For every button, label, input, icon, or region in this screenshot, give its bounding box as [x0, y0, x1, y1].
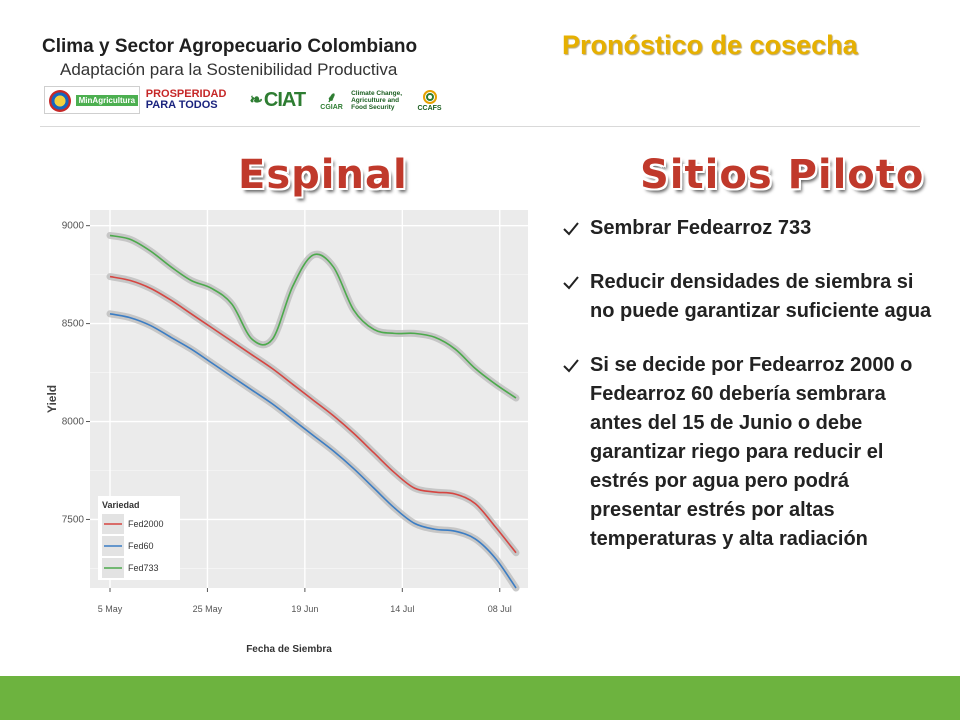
y-tick-label: 8000	[62, 417, 85, 428]
x-axis-label: Fecha de Siembra	[246, 644, 332, 655]
ccafs-swirl-icon	[422, 89, 437, 104]
checkmark-icon	[563, 359, 579, 373]
yield-chart-svg: 7500 8000 8500 9000 5 May 25 May 19 Jun 14 Jul 0…	[45, 210, 528, 655]
legend-label: Fed2000	[128, 519, 164, 529]
ciat-leaf-icon: ❧	[249, 92, 262, 109]
legend-title: Variedad	[102, 500, 140, 510]
checkmark-icon	[563, 222, 579, 236]
colombia-seal-icon	[49, 90, 71, 112]
yield-chart: 7500 8000 8500 9000 5 May 25 May 19 Jun 14 Jul 0…	[42, 200, 542, 660]
cgiar-wheat-icon: ⸙	[326, 88, 337, 105]
ccafs-logo-text: CCAFS	[417, 104, 442, 112]
ccafs-program-text: Climate Change, Agriculture and Food Sec…	[351, 89, 403, 111]
prosperidad-logo-line1: PROSPERIDAD	[145, 88, 227, 100]
header-title: Clima y Sector Agropecuario Colombiano	[42, 36, 418, 57]
sitios-piloto-heading: Sitios Piloto	[640, 152, 925, 198]
espinal-heading: Espinal	[238, 152, 408, 198]
x-tick-label: 14 Jul	[390, 604, 414, 614]
y-tick-label: 7500	[62, 514, 85, 525]
cgiar-logo-text: CGIAR	[320, 103, 343, 111]
header-subtitle: Adaptación para la Sostenibilidad Produc…	[60, 60, 398, 79]
footer-bar	[0, 676, 960, 720]
bullet-item: Sembrar Fedearroz 733	[562, 214, 942, 243]
legend-label: Fed60	[128, 541, 154, 551]
bullet-text: Sembrar Fedearroz 733	[590, 217, 812, 239]
series-line-fed60	[109, 313, 517, 589]
y-tick-label: 8500	[62, 319, 85, 330]
prosperidad-logo-line2: PARA TODOS	[145, 99, 218, 111]
series-line-fed2000	[109, 275, 517, 554]
page-title: Pronóstico de cosecha	[562, 30, 858, 60]
y-tick-label: 9000	[62, 221, 85, 232]
x-tick-label: 19 Jun	[291, 604, 318, 614]
ccafs-logo: CCAFS	[415, 86, 444, 114]
recommendation-list: Sembrar Fedearroz 733 Reducir densidades…	[562, 214, 942, 579]
bullet-text: Reducir densidades de siembra si no pued…	[590, 271, 932, 322]
ccafs-program-logo: Climate Change, Agriculture and Food Sec…	[351, 86, 409, 114]
ciat-logo: ❧ CIAT	[243, 86, 313, 114]
x-tick-label: 5 May	[98, 604, 123, 614]
ciat-logo-text: CIAT	[263, 88, 306, 111]
cgiar-logo: ⸙ CGIAR	[318, 86, 345, 114]
bullet-item: Reducir densidades de siembra si no pued…	[562, 268, 942, 326]
y-axis-label: Yield	[45, 385, 59, 413]
prosperidad-logo: PROSPERIDAD PARA TODOS	[146, 86, 237, 114]
bullet-item: Si se decide por Fedearroz 2000 o Fedear…	[562, 351, 942, 554]
legend-label: Fed733	[128, 563, 159, 573]
bullet-text: Si se decide por Fedearroz 2000 o Fedear…	[590, 354, 913, 550]
x-tick-label: 25 May	[193, 604, 223, 614]
x-tick-label: 08 Jul	[488, 604, 512, 614]
partner-logos: MinAgricultura PROSPERIDAD PARA TODOS ❧ …	[44, 84, 444, 116]
checkmark-icon	[563, 276, 579, 290]
series-line-fed733	[109, 234, 517, 399]
header-divider	[40, 126, 920, 127]
minagricultura-logo: MinAgricultura	[44, 86, 140, 114]
minagricultura-logo-text: MinAgricultura	[75, 94, 139, 106]
